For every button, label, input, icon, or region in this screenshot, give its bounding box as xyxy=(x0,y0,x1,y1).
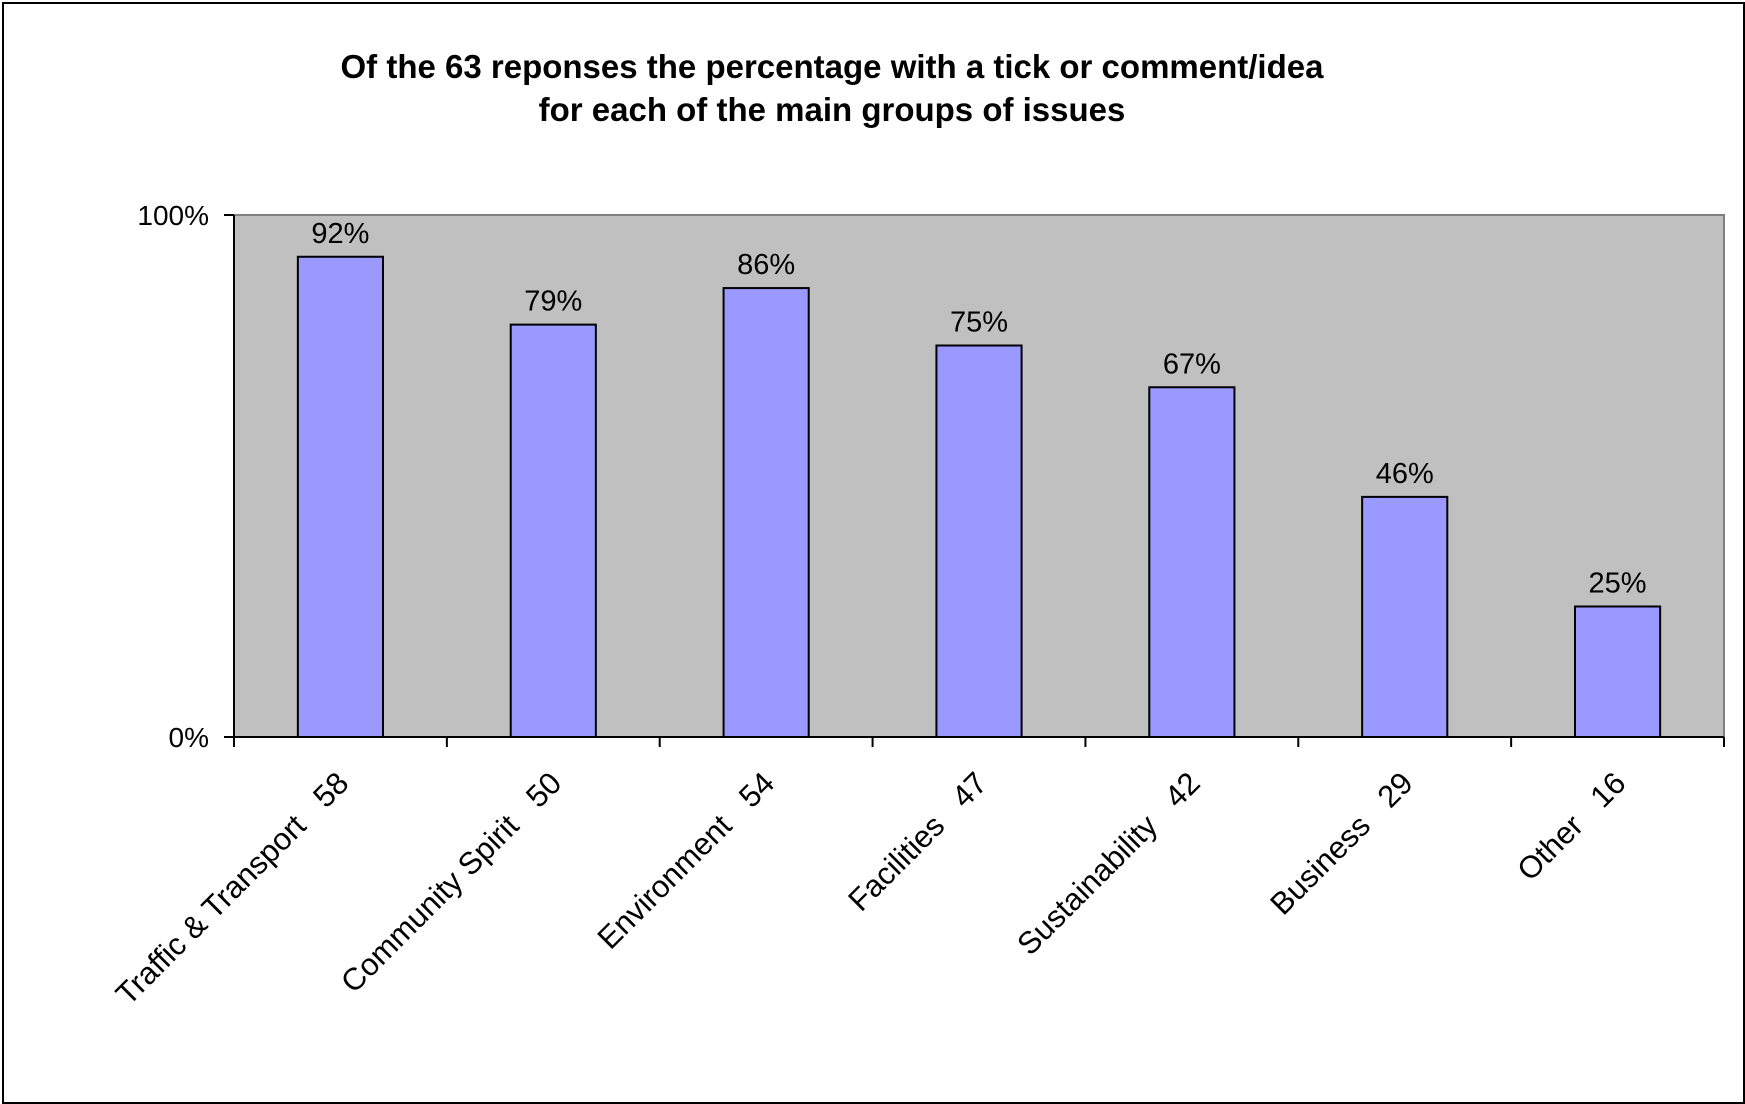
y-tick-label: 100% xyxy=(137,200,209,231)
bar-data-label: 79% xyxy=(524,286,582,318)
chart-title: Of the 63 reponses the percentage with a… xyxy=(341,48,1325,85)
y-axis: 0% 100% xyxy=(137,200,235,753)
x-category-label: Environment 54 xyxy=(591,765,781,955)
bar-data-label: 86% xyxy=(737,249,795,281)
bar-data-label: 75% xyxy=(950,307,1008,339)
bar-data-label: 67% xyxy=(1163,348,1221,380)
y-tick-label: 0% xyxy=(169,722,209,753)
x-category-label: Business 29 xyxy=(1263,765,1419,921)
bar xyxy=(509,323,597,738)
bar-data-label: 92% xyxy=(311,218,369,250)
x-category-label: Traffic & Transport 58 xyxy=(109,765,355,1011)
bar xyxy=(935,344,1023,738)
bar-data-label: 25% xyxy=(1589,568,1647,600)
x-category-label: Other 16 xyxy=(1510,765,1632,887)
bar xyxy=(1361,495,1449,738)
bar-data-label: 46% xyxy=(1376,458,1434,490)
bars: 92% 79% 86% 75% 67% 46% 25% xyxy=(296,218,1662,738)
x-category-label: Community Spirit 50 xyxy=(334,765,568,999)
bar xyxy=(722,287,810,738)
chart-subtitle: for each of the main groups of issues xyxy=(539,91,1126,128)
bar xyxy=(296,255,385,738)
x-category-label: Sustainability 42 xyxy=(1010,765,1207,962)
bar xyxy=(1148,386,1236,738)
x-category-label: Facilities 47 xyxy=(841,765,994,918)
bar xyxy=(1574,605,1662,738)
bar-chart: Of the 63 reponses the percentage with a… xyxy=(109,48,1725,1012)
